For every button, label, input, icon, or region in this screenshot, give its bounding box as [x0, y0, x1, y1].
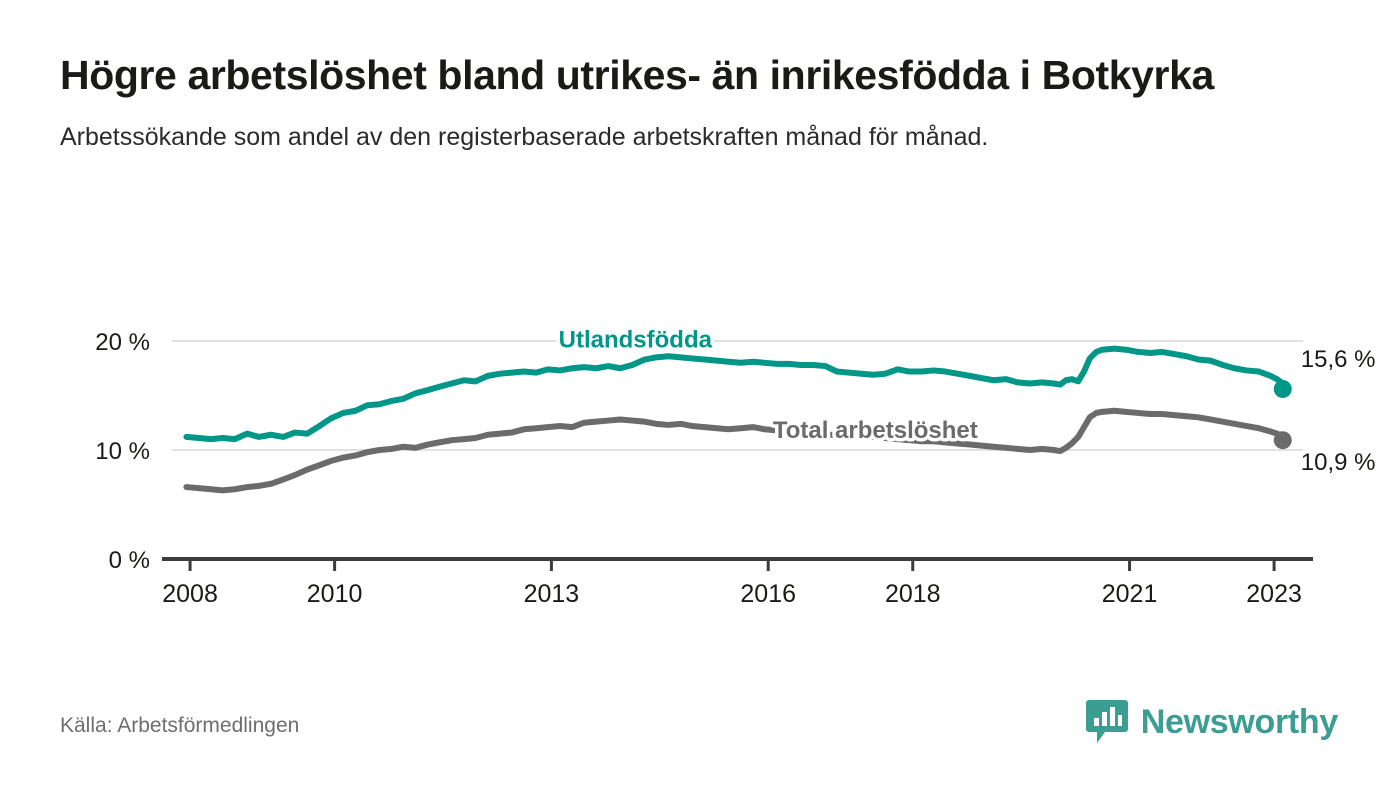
- series-label-halo: Total arbetslöshet: [773, 417, 978, 444]
- y-axis-tick-label: 10 %: [95, 438, 150, 465]
- series-label-total-arbetsloshet: Total arbetslöshet: [773, 417, 978, 444]
- series-end-value-label: 15,6 %: [1301, 346, 1376, 373]
- x-axis-tick-label: 2013: [524, 580, 580, 608]
- chart-area: 0 % 10 % 20 % 2008 2010 2013 2016 2018 2021 2023 1…: [0, 300, 1400, 630]
- series-line-total-arbetsloshet: [183, 407, 1286, 494]
- bar-chart-speech-bubble-icon: [1085, 700, 1128, 743]
- line-chart: 0 % 10 % 20 % 2008 2010 2013 2016 2018 2021 2023 1…: [95, 323, 1376, 608]
- series-line-utlandsfodda: [183, 345, 1286, 443]
- y-axis-tick-label: 20 %: [95, 329, 150, 356]
- x-axis-tick-label: 2008: [162, 580, 218, 608]
- y-axis-tick-label: 0 %: [109, 547, 150, 574]
- source-note: Källa: Arbetsförmedlingen: [60, 714, 300, 737]
- chart-header: Högre arbetslöshet bland utrikes- än inr…: [60, 52, 1300, 153]
- x-axis-tick-label: 2023: [1246, 580, 1302, 608]
- series-label-utlandsfodda: Utlandsfödda: [559, 327, 713, 354]
- page-title: Högre arbetslöshet bland utrikes- än inr…: [60, 52, 1214, 98]
- x-axis-tick-label: 2021: [1102, 580, 1158, 608]
- newsworthy-logo: Newsworthy: [1085, 698, 1338, 746]
- series-end-dot: [1273, 379, 1292, 398]
- series-end-value-label: 10,9 %: [1301, 449, 1376, 476]
- series-end-dot: [1273, 431, 1292, 450]
- x-axis-tick-label: 2018: [885, 580, 941, 608]
- series-label-halo: Utlandsfödda: [559, 327, 713, 354]
- chart-footer: Källa: Arbetsförmedlingen Newsworthy: [0, 684, 1400, 794]
- brand-name: Newsworthy: [1140, 702, 1339, 741]
- chart-subtitle: Arbetssökande som andel av den registerb…: [60, 122, 989, 151]
- x-axis-tick-label: 2010: [307, 580, 363, 608]
- x-axis-tick-label: 2016: [740, 580, 796, 608]
